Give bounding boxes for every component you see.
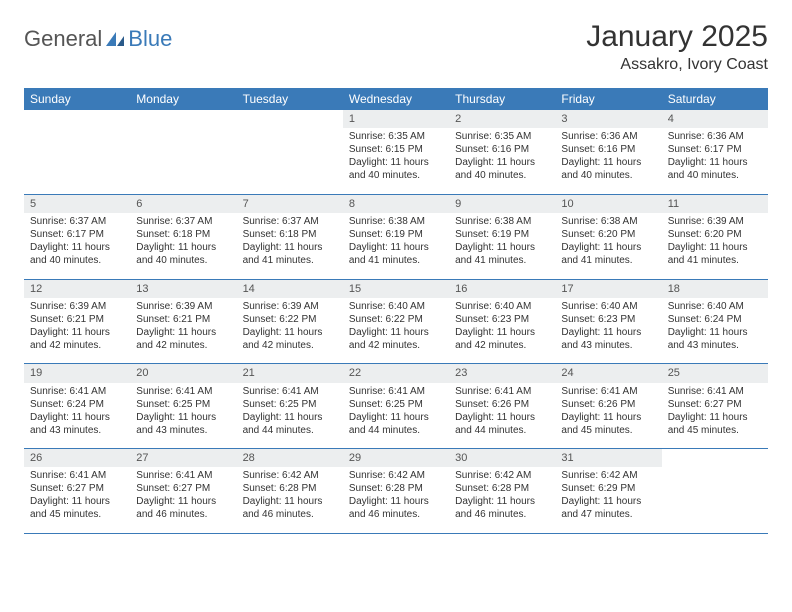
day-number-cell: 26: [24, 449, 130, 468]
day-number-row: 567891011: [24, 194, 768, 213]
day-detail-cell: Sunrise: 6:41 AMSunset: 6:25 PMDaylight:…: [237, 383, 343, 449]
day-detail-cell: Sunrise: 6:42 AMSunset: 6:29 PMDaylight:…: [555, 467, 661, 533]
day-number-cell: 18: [662, 279, 768, 298]
day-detail-row: Sunrise: 6:39 AMSunset: 6:21 PMDaylight:…: [24, 298, 768, 364]
day-number-cell: 28: [237, 449, 343, 468]
day-detail-cell: Sunrise: 6:36 AMSunset: 6:17 PMDaylight:…: [662, 128, 768, 194]
day-detail-cell: Sunrise: 6:41 AMSunset: 6:26 PMDaylight:…: [449, 383, 555, 449]
day-detail-cell: Sunrise: 6:36 AMSunset: 6:16 PMDaylight:…: [555, 128, 661, 194]
logo-text-blue: Blue: [128, 26, 172, 52]
day-number-row: 262728293031: [24, 449, 768, 468]
day-header: Wednesday: [343, 88, 449, 110]
day-detail-cell: Sunrise: 6:40 AMSunset: 6:22 PMDaylight:…: [343, 298, 449, 364]
month-title: January 2025: [586, 20, 768, 54]
day-detail-cell: Sunrise: 6:38 AMSunset: 6:20 PMDaylight:…: [555, 213, 661, 279]
location-text: Assakro, Ivory Coast: [586, 56, 768, 74]
day-detail-cell: Sunrise: 6:41 AMSunset: 6:27 PMDaylight:…: [130, 467, 236, 533]
day-detail-cell: Sunrise: 6:40 AMSunset: 6:24 PMDaylight:…: [662, 298, 768, 364]
day-detail-cell: Sunrise: 6:40 AMSunset: 6:23 PMDaylight:…: [449, 298, 555, 364]
day-number-cell: [130, 110, 236, 128]
day-detail-cell: Sunrise: 6:39 AMSunset: 6:20 PMDaylight:…: [662, 213, 768, 279]
day-detail-cell: [662, 467, 768, 533]
day-detail-cell: [237, 128, 343, 194]
day-detail-cell: Sunrise: 6:40 AMSunset: 6:23 PMDaylight:…: [555, 298, 661, 364]
day-number-cell: 12: [24, 279, 130, 298]
day-detail-cell: Sunrise: 6:35 AMSunset: 6:15 PMDaylight:…: [343, 128, 449, 194]
day-number-cell: 6: [130, 194, 236, 213]
day-detail-cell: Sunrise: 6:39 AMSunset: 6:22 PMDaylight:…: [237, 298, 343, 364]
day-detail-row: Sunrise: 6:41 AMSunset: 6:24 PMDaylight:…: [24, 383, 768, 449]
title-block: January 2025 Assakro, Ivory Coast: [586, 20, 768, 74]
logo-text-general: General: [24, 26, 102, 52]
day-number-cell: [237, 110, 343, 128]
day-number-cell: 29: [343, 449, 449, 468]
day-number-cell: [24, 110, 130, 128]
day-number-cell: 17: [555, 279, 661, 298]
day-detail-row: Sunrise: 6:35 AMSunset: 6:15 PMDaylight:…: [24, 128, 768, 194]
day-header: Saturday: [662, 88, 768, 110]
day-number-cell: 1: [343, 110, 449, 128]
day-detail-cell: Sunrise: 6:39 AMSunset: 6:21 PMDaylight:…: [130, 298, 236, 364]
day-number-cell: 20: [130, 364, 236, 383]
day-header: Sunday: [24, 88, 130, 110]
day-number-cell: 7: [237, 194, 343, 213]
day-number-cell: 10: [555, 194, 661, 213]
calendar-table: Sunday Monday Tuesday Wednesday Thursday…: [24, 88, 768, 534]
day-number-cell: 25: [662, 364, 768, 383]
day-number-cell: 27: [130, 449, 236, 468]
day-header-row: Sunday Monday Tuesday Wednesday Thursday…: [24, 88, 768, 110]
day-header: Friday: [555, 88, 661, 110]
logo-sail-icon: [104, 30, 126, 48]
day-number-cell: 19: [24, 364, 130, 383]
day-detail-cell: Sunrise: 6:37 AMSunset: 6:18 PMDaylight:…: [130, 213, 236, 279]
day-number-cell: 8: [343, 194, 449, 213]
day-header: Thursday: [449, 88, 555, 110]
day-number-cell: 22: [343, 364, 449, 383]
day-detail-cell: Sunrise: 6:38 AMSunset: 6:19 PMDaylight:…: [449, 213, 555, 279]
logo: General Blue: [24, 20, 172, 52]
day-number-cell: [662, 449, 768, 468]
day-detail-cell: Sunrise: 6:41 AMSunset: 6:25 PMDaylight:…: [343, 383, 449, 449]
day-header: Monday: [130, 88, 236, 110]
day-detail-cell: Sunrise: 6:42 AMSunset: 6:28 PMDaylight:…: [343, 467, 449, 533]
day-number-cell: 24: [555, 364, 661, 383]
day-number-cell: 13: [130, 279, 236, 298]
day-number-cell: 23: [449, 364, 555, 383]
day-number-cell: 15: [343, 279, 449, 298]
day-number-cell: 30: [449, 449, 555, 468]
day-detail-cell: [130, 128, 236, 194]
day-number-cell: 21: [237, 364, 343, 383]
day-detail-row: Sunrise: 6:37 AMSunset: 6:17 PMDaylight:…: [24, 213, 768, 279]
day-number-cell: 2: [449, 110, 555, 128]
day-number-cell: 5: [24, 194, 130, 213]
day-number-cell: 9: [449, 194, 555, 213]
day-detail-cell: Sunrise: 6:42 AMSunset: 6:28 PMDaylight:…: [449, 467, 555, 533]
day-number-cell: 14: [237, 279, 343, 298]
day-number-cell: 3: [555, 110, 661, 128]
day-detail-cell: Sunrise: 6:42 AMSunset: 6:28 PMDaylight:…: [237, 467, 343, 533]
day-number-cell: 4: [662, 110, 768, 128]
day-number-row: 12131415161718: [24, 279, 768, 298]
day-detail-cell: Sunrise: 6:37 AMSunset: 6:17 PMDaylight:…: [24, 213, 130, 279]
day-number-row: 19202122232425: [24, 364, 768, 383]
page-header: General Blue January 2025 Assakro, Ivory…: [24, 20, 768, 74]
day-number-cell: 16: [449, 279, 555, 298]
day-detail-cell: Sunrise: 6:41 AMSunset: 6:27 PMDaylight:…: [662, 383, 768, 449]
day-detail-cell: Sunrise: 6:41 AMSunset: 6:26 PMDaylight:…: [555, 383, 661, 449]
day-detail-cell: Sunrise: 6:37 AMSunset: 6:18 PMDaylight:…: [237, 213, 343, 279]
day-detail-cell: Sunrise: 6:35 AMSunset: 6:16 PMDaylight:…: [449, 128, 555, 194]
day-header: Tuesday: [237, 88, 343, 110]
day-detail-cell: Sunrise: 6:39 AMSunset: 6:21 PMDaylight:…: [24, 298, 130, 364]
day-number-cell: 11: [662, 194, 768, 213]
day-number-row: 1234: [24, 110, 768, 128]
day-detail-row: Sunrise: 6:41 AMSunset: 6:27 PMDaylight:…: [24, 467, 768, 533]
day-detail-cell: Sunrise: 6:41 AMSunset: 6:25 PMDaylight:…: [130, 383, 236, 449]
day-detail-cell: [24, 128, 130, 194]
day-detail-cell: Sunrise: 6:41 AMSunset: 6:24 PMDaylight:…: [24, 383, 130, 449]
day-detail-cell: Sunrise: 6:41 AMSunset: 6:27 PMDaylight:…: [24, 467, 130, 533]
day-number-cell: 31: [555, 449, 661, 468]
day-detail-cell: Sunrise: 6:38 AMSunset: 6:19 PMDaylight:…: [343, 213, 449, 279]
